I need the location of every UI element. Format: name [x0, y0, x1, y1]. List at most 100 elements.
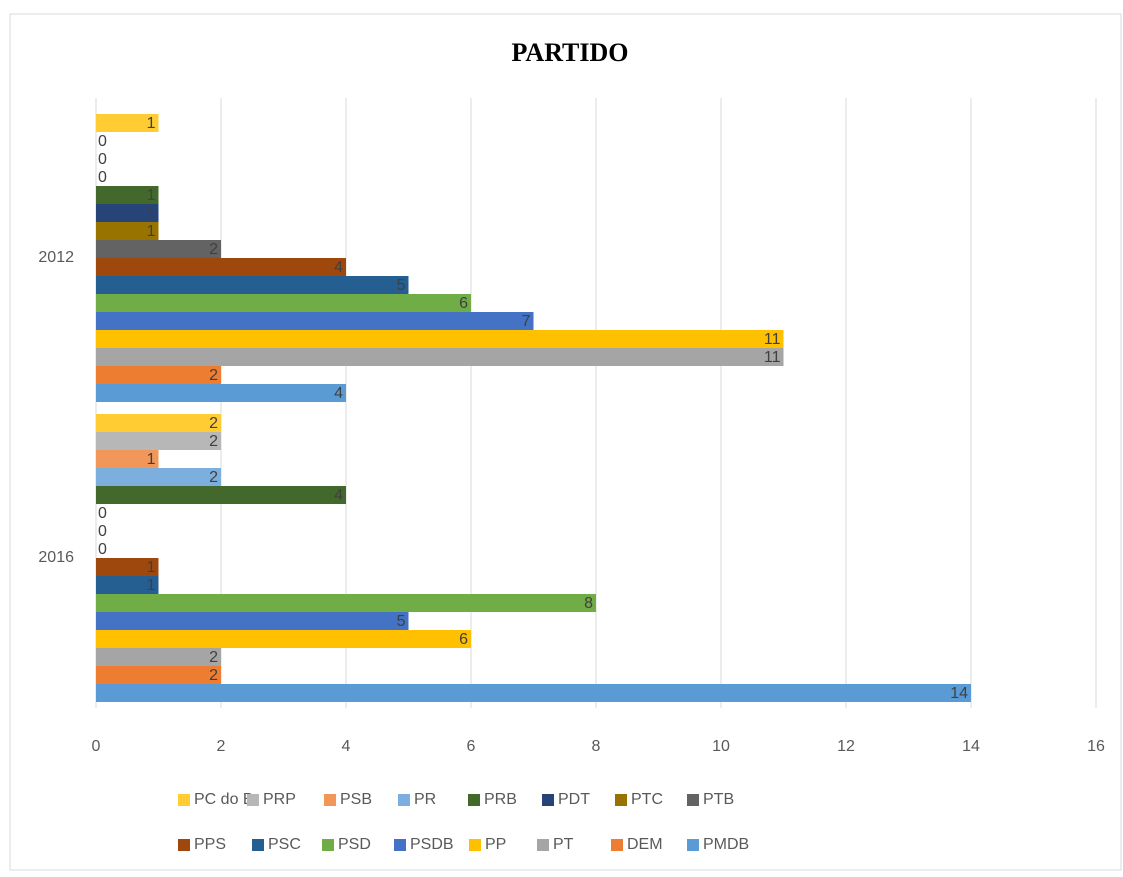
x-tick-label: 10 [712, 738, 730, 755]
x-tick-label: 14 [962, 738, 980, 755]
bar [96, 240, 221, 258]
legend-label: PSD [338, 836, 371, 853]
value-label: 2 [209, 667, 218, 684]
y-tick-label: 2012 [38, 249, 74, 266]
bar [96, 186, 159, 204]
legend-label: PRP [263, 791, 296, 808]
bar [96, 366, 221, 384]
legend-label: PMDB [703, 836, 749, 853]
legend-swatch [468, 794, 480, 806]
bar [96, 432, 221, 450]
value-label: 2 [209, 367, 218, 384]
value-label: 2 [209, 433, 218, 450]
value-label: 0 [98, 151, 107, 168]
legend-label: PSB [340, 791, 372, 808]
value-label: 11 [764, 349, 781, 366]
x-tick-label: 0 [92, 738, 101, 755]
legend-swatch [398, 794, 410, 806]
value-label: 4 [334, 487, 343, 504]
x-tick-label: 6 [467, 738, 476, 755]
value-label: 0 [98, 505, 107, 522]
value-label: 5 [397, 613, 406, 630]
legend-swatch [687, 794, 699, 806]
bar [96, 468, 221, 486]
legend-label: PTC [631, 791, 663, 808]
legend-label: PR [414, 791, 436, 808]
value-label: 8 [584, 595, 593, 612]
value-label: 2 [209, 415, 218, 432]
bar [96, 330, 784, 348]
legend-swatch [247, 794, 259, 806]
legend-label: DEM [627, 836, 663, 853]
value-label: 7 [522, 313, 531, 330]
bar [96, 684, 971, 702]
value-label: 1 [147, 577, 156, 594]
value-label: 1 [147, 187, 156, 204]
bar [96, 114, 159, 132]
legend-swatch [322, 839, 334, 851]
bar [96, 450, 159, 468]
legend-label: PC do B [194, 791, 254, 808]
legend-swatch [394, 839, 406, 851]
legend-label: PTB [703, 791, 734, 808]
value-label: 0 [98, 541, 107, 558]
x-tick-label: 12 [837, 738, 855, 755]
bar [96, 648, 221, 666]
value-label: 2 [209, 649, 218, 666]
legend-swatch [178, 839, 190, 851]
x-tick-label: 16 [1087, 738, 1105, 755]
legend-swatch [469, 839, 481, 851]
legend-swatch [324, 794, 336, 806]
bar [96, 666, 221, 684]
value-label: 1 [147, 559, 156, 576]
value-label: 2 [209, 241, 218, 258]
legend-swatch [687, 839, 699, 851]
bar [96, 486, 346, 504]
bar [96, 258, 346, 276]
x-tick-label: 2 [217, 738, 226, 755]
bar [96, 294, 471, 312]
value-label: 0 [98, 133, 107, 150]
legend-swatch [542, 794, 554, 806]
x-tick-label: 4 [342, 738, 351, 755]
value-label: 6 [459, 295, 468, 312]
bar [96, 222, 159, 240]
bar [96, 576, 159, 594]
bar [96, 204, 159, 222]
bar [96, 594, 596, 612]
legend-swatch [178, 794, 190, 806]
legend-label: PT [553, 836, 574, 853]
value-label: 1 [147, 451, 156, 468]
value-label: 4 [334, 259, 343, 276]
legend-label: PP [485, 836, 506, 853]
legend-label: PPS [194, 836, 226, 853]
value-label: 0 [98, 523, 107, 540]
bar [96, 384, 346, 402]
value-label: 1 [147, 115, 156, 132]
chart-title: PARTIDO [511, 38, 628, 67]
value-label: 1 [147, 223, 156, 240]
bar [96, 612, 409, 630]
bar [96, 312, 534, 330]
legend-label: PSC [268, 836, 301, 853]
value-label: 14 [950, 685, 968, 702]
legend-swatch [615, 794, 627, 806]
value-label: 1 [147, 205, 156, 222]
legend-swatch [252, 839, 264, 851]
bar [96, 558, 159, 576]
x-tick-label: 8 [592, 738, 601, 755]
value-label: 4 [334, 385, 343, 402]
legend-swatch [537, 839, 549, 851]
value-label: 11 [764, 331, 781, 348]
value-label: 0 [98, 169, 107, 186]
legend-label: PRB [484, 791, 517, 808]
value-label: 6 [459, 631, 468, 648]
value-label: 2 [209, 469, 218, 486]
value-label: 5 [397, 277, 406, 294]
legend-label: PDT [558, 791, 590, 808]
legend-swatch [611, 839, 623, 851]
legend-label: PSDB [410, 836, 454, 853]
bar [96, 348, 784, 366]
bar [96, 276, 409, 294]
